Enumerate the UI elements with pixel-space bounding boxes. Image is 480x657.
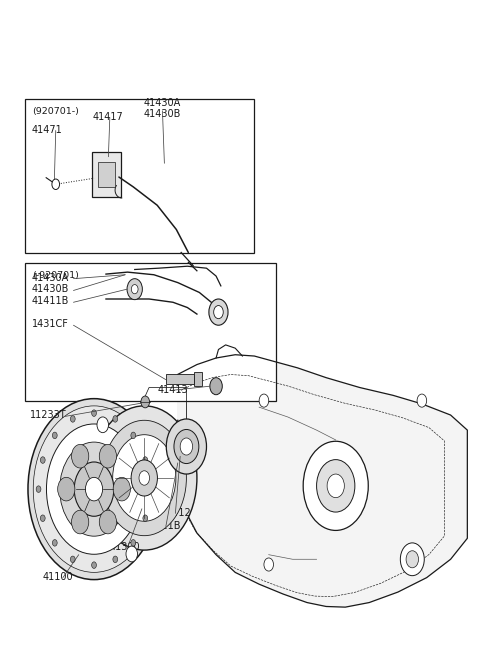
Circle shape [113, 416, 118, 422]
Text: 41430A: 41430A [32, 273, 69, 283]
Circle shape [47, 424, 142, 555]
Circle shape [126, 546, 137, 562]
Circle shape [131, 460, 157, 496]
Circle shape [92, 410, 96, 417]
Circle shape [259, 394, 269, 407]
Text: 41413: 41413 [157, 385, 188, 395]
Circle shape [92, 562, 96, 568]
Bar [24, 263, 276, 401]
Bar [166, 374, 193, 384]
Text: (-920701): (-920701) [32, 271, 79, 280]
Circle shape [139, 471, 150, 485]
Text: 41430A: 41430A [144, 98, 180, 108]
Circle shape [74, 462, 114, 516]
Circle shape [85, 478, 103, 501]
Polygon shape [178, 355, 468, 607]
Circle shape [113, 435, 176, 521]
Circle shape [52, 179, 60, 189]
Circle shape [102, 420, 186, 535]
Circle shape [33, 406, 155, 572]
Circle shape [143, 515, 148, 522]
Circle shape [132, 284, 138, 294]
Circle shape [99, 510, 117, 534]
Circle shape [113, 478, 131, 501]
Text: 41411B: 41411B [32, 296, 69, 306]
Text: 41412: 41412 [161, 508, 192, 518]
Text: 41430B: 41430B [144, 110, 180, 120]
Circle shape [141, 396, 150, 408]
Text: 41430B: 41430B [32, 284, 69, 294]
Circle shape [71, 416, 75, 422]
Circle shape [40, 457, 45, 463]
Circle shape [147, 486, 152, 492]
Circle shape [127, 279, 143, 300]
Circle shape [60, 442, 128, 536]
Circle shape [174, 430, 199, 464]
Text: 41417: 41417 [93, 112, 123, 122]
Circle shape [131, 539, 136, 546]
Circle shape [72, 444, 89, 468]
Circle shape [214, 306, 223, 319]
Circle shape [113, 556, 118, 562]
Text: 41471: 41471 [32, 125, 62, 135]
Bar [24, 99, 254, 253]
Bar [193, 372, 202, 386]
Circle shape [417, 394, 427, 407]
Circle shape [193, 447, 204, 463]
Circle shape [210, 378, 222, 395]
Circle shape [131, 432, 136, 439]
Circle shape [71, 556, 75, 562]
Text: 41300: 41300 [110, 542, 141, 552]
Circle shape [166, 419, 206, 474]
FancyBboxPatch shape [92, 152, 121, 196]
Circle shape [180, 438, 192, 455]
Circle shape [303, 442, 368, 530]
Circle shape [400, 543, 424, 576]
Text: 1431CF: 1431CF [32, 319, 69, 329]
Circle shape [406, 551, 419, 568]
Circle shape [36, 486, 41, 492]
Circle shape [52, 539, 57, 546]
Circle shape [264, 558, 274, 571]
Circle shape [72, 510, 89, 534]
Circle shape [209, 299, 228, 325]
Circle shape [28, 399, 160, 579]
Text: (920701-): (920701-) [32, 107, 79, 116]
Text: 41100: 41100 [43, 572, 73, 582]
Circle shape [99, 444, 117, 468]
Circle shape [317, 460, 355, 512]
Circle shape [97, 417, 108, 433]
Bar [98, 162, 115, 187]
Text: 41421B: 41421B [144, 521, 181, 531]
Circle shape [327, 474, 344, 497]
Circle shape [40, 515, 45, 522]
Circle shape [52, 432, 57, 439]
Circle shape [92, 406, 197, 550]
Text: 11233T: 11233T [30, 411, 67, 420]
Circle shape [143, 457, 148, 463]
Circle shape [58, 478, 75, 501]
